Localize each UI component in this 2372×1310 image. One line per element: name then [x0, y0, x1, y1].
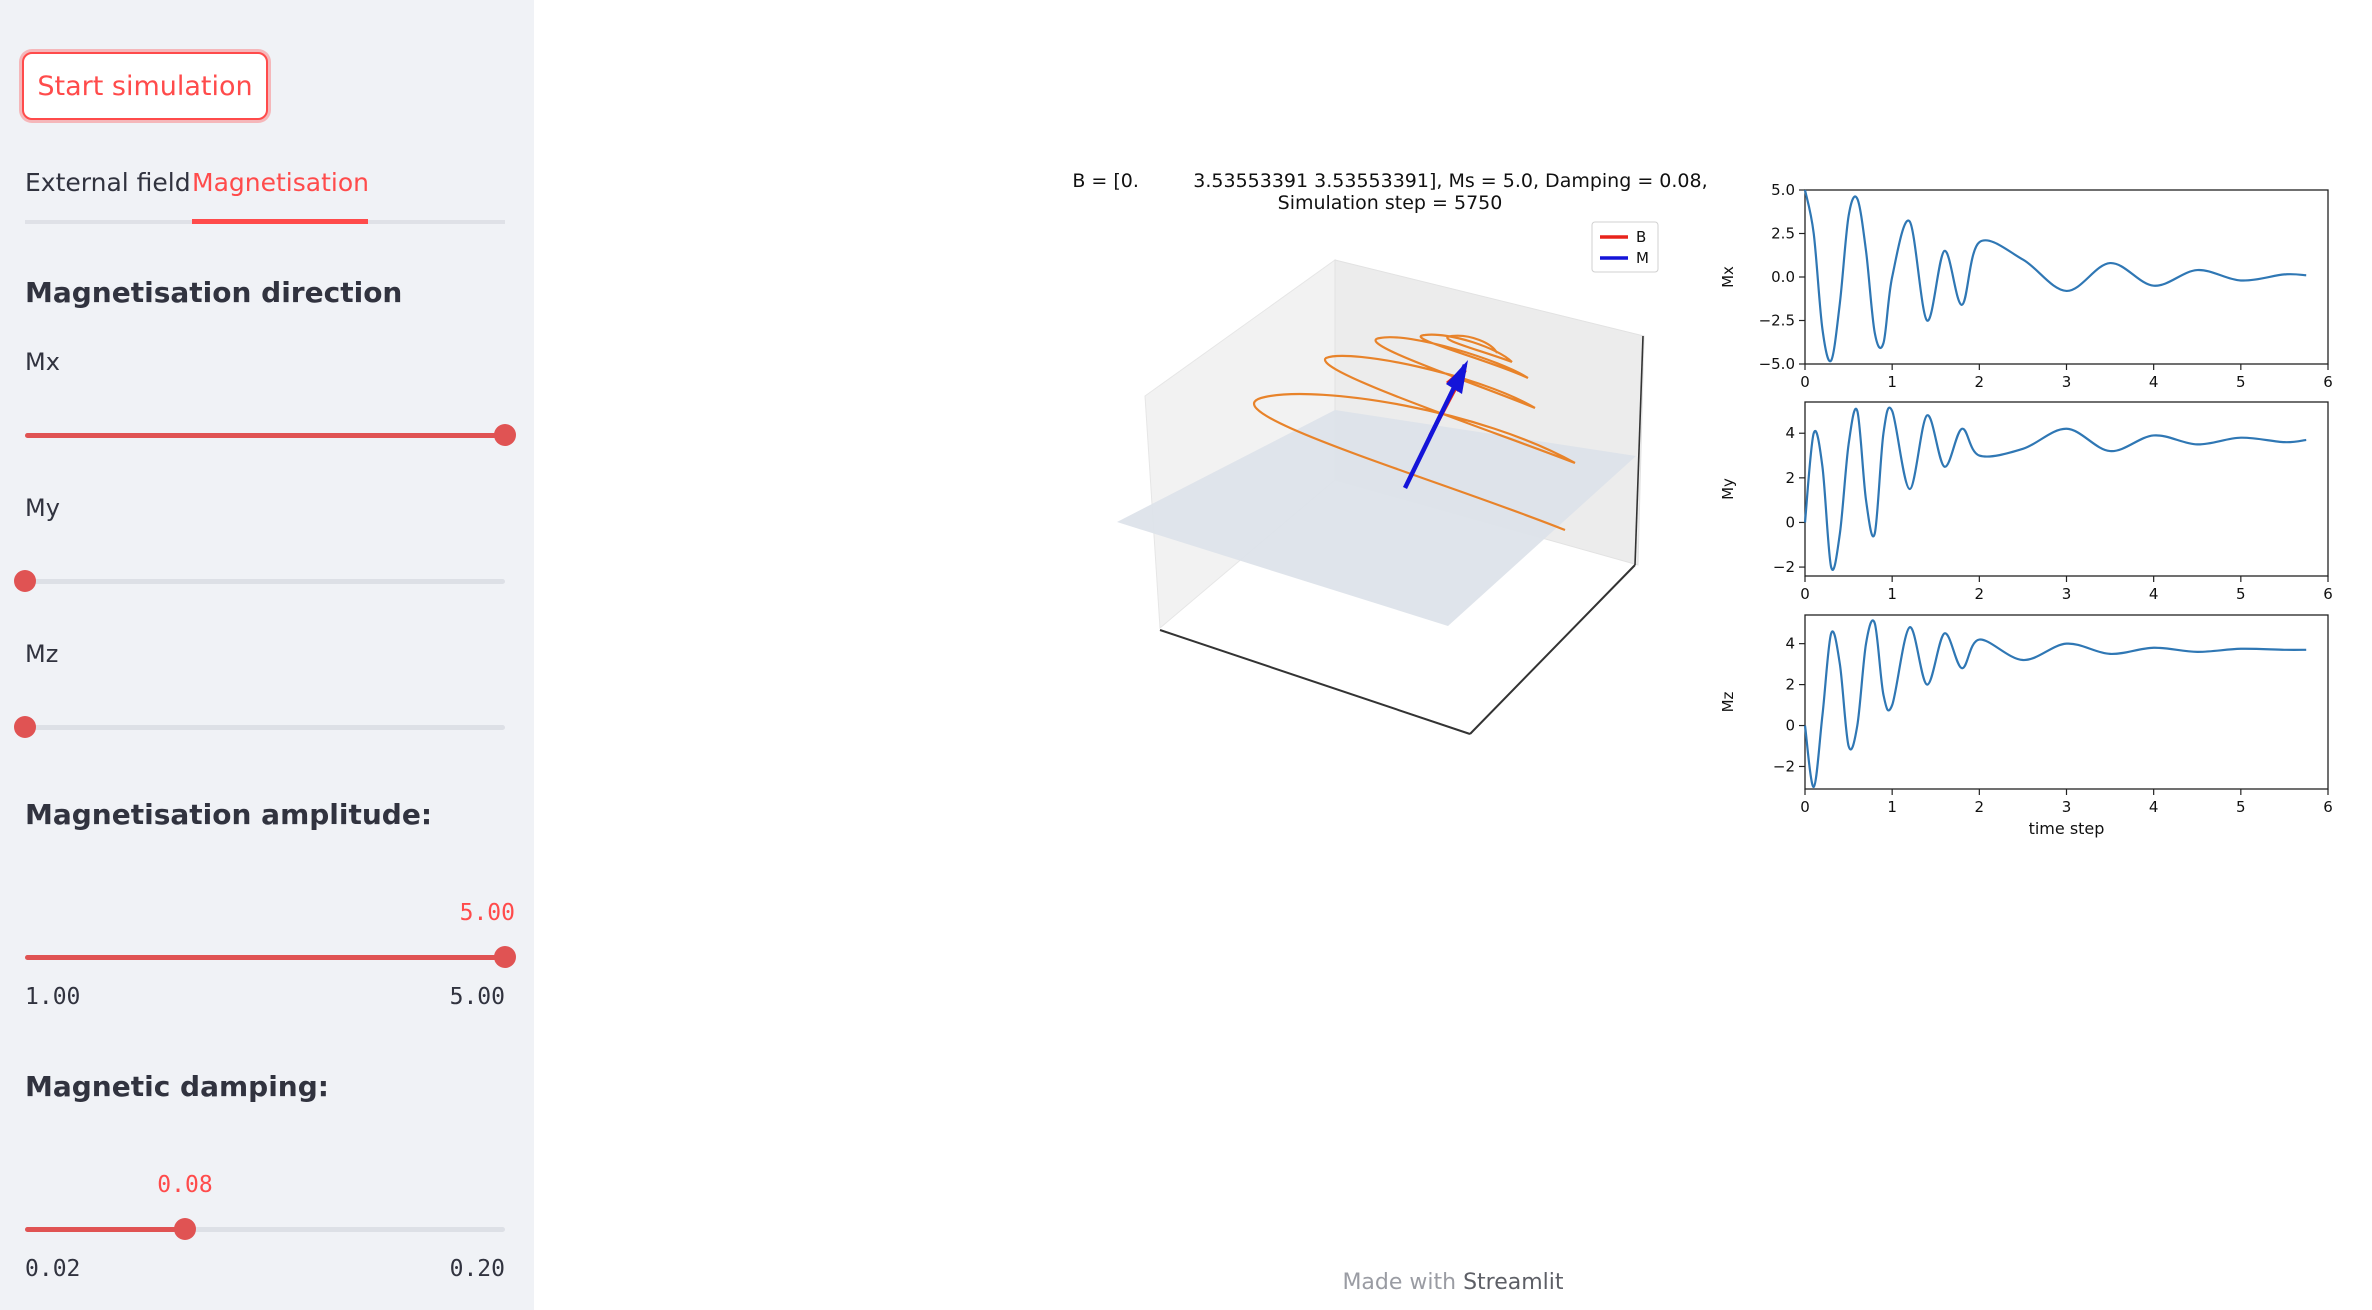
3d-axis-x: [1159, 629, 1471, 735]
amplitude-slider[interactable]: 5.00: [25, 900, 516, 972]
x-axis-label: time step: [2029, 819, 2105, 838]
footer: Made with Streamlit: [534, 1270, 2372, 1310]
slider-value: 0.08: [157, 1172, 213, 1198]
slider-thumb[interactable]: [14, 716, 36, 738]
x-tick-label: 1: [1887, 798, 1897, 816]
footer-made-with: Made with: [1342, 1270, 1464, 1295]
x-tick-label: 0: [1800, 373, 1810, 391]
figure-title-line1: B = [0. 3.53553391 3.53553391], Ms = 5.0…: [1072, 170, 1708, 192]
my-slider[interactable]: [14, 566, 505, 596]
y-tick-label: −2: [1773, 757, 1795, 775]
slider-max: 0.20: [449, 1256, 505, 1282]
slider-min: 0.02: [25, 1256, 81, 1282]
legend-m-label: M: [1636, 249, 1649, 267]
y-tick-label: 2.5: [1771, 225, 1795, 243]
series-line-mz: [1803, 619, 2307, 789]
x-tick-label: 5: [2236, 798, 2246, 816]
x-tick-label: 6: [2323, 373, 2333, 391]
x-tick-label: 5: [2236, 373, 2246, 391]
x-tick-label: 6: [2323, 585, 2333, 603]
footer-streamlit-link[interactable]: Streamlit: [1463, 1270, 1564, 1295]
simulation-figure: B = [0. 3.53553391 3.53553391], Ms = 5.0…: [1060, 160, 2340, 860]
magnetisation-amplitude-title: Magnetisation amplitude:: [25, 798, 433, 831]
slider-fill: [25, 433, 505, 438]
x-tick-label: 3: [2062, 373, 2072, 391]
amplitude-range: 1.00 5.00: [25, 984, 505, 1014]
y-tick-label: −2: [1773, 558, 1795, 576]
slider-thumb[interactable]: [494, 946, 516, 968]
x-tick-label: 1: [1887, 373, 1897, 391]
mx-slider-label: Mx: [25, 348, 60, 376]
3d-axis-z: [1634, 335, 1644, 566]
slider-rail: [25, 1227, 505, 1232]
figure-title: B = [0. 3.53553391 3.53553391], Ms = 5.0…: [1060, 170, 1720, 214]
tab-bar: External field Magnetisation: [25, 168, 505, 226]
slider-value: 5.00: [459, 900, 515, 926]
slider-fill: [25, 955, 505, 960]
x-tick-label: 5: [2236, 585, 2246, 603]
x-tick-label: 3: [2062, 798, 2072, 816]
slider-rail: [25, 725, 505, 730]
slider-thumb[interactable]: [14, 570, 36, 592]
magnetisation-arrowhead: [1446, 360, 1468, 394]
x-tick-label: 2: [1975, 373, 1985, 391]
mz-slider[interactable]: [14, 712, 505, 742]
series-line-my: [1803, 406, 2307, 571]
y-tick-label: 4: [1785, 424, 1795, 442]
y-tick-label: 0: [1785, 513, 1795, 531]
x-tick-label: 3: [2062, 585, 2072, 603]
x-tick-label: 6: [2323, 798, 2333, 816]
start-simulation-button[interactable]: Start simulation: [22, 52, 268, 120]
slider-rail: [25, 579, 505, 584]
time-series-charts: 0 1 2 3 4 5 6 5.0 2.5 0.0 −2.5 −5.0 Mx 0 1 2 3 4 5 6 4 2 0 −2 My…: [1720, 181, 2333, 838]
legend-b-label: B: [1636, 228, 1646, 246]
tab-external-field[interactable]: External field: [25, 168, 191, 197]
damping-range: 0.02 0.20: [25, 1256, 505, 1286]
y-tick-label: −2.5: [1759, 312, 1795, 330]
slider-thumb[interactable]: [174, 1218, 196, 1240]
y-tick-label: 5.0: [1771, 181, 1795, 199]
3d-view: B M: [1117, 221, 1659, 735]
y-tick-label: 4: [1785, 635, 1795, 653]
x-tick-label: 0: [1800, 585, 1810, 603]
magnetisation-direction-title: Magnetisation direction: [25, 276, 403, 309]
series-line-mx: [1803, 189, 2307, 363]
tab-active-indicator: [192, 219, 368, 224]
x-tick-label: 2: [1975, 798, 1985, 816]
chart-frame-mz: [1804, 614, 2329, 790]
y-axis-label: Mz: [1720, 691, 1737, 712]
slider-fill: [25, 1227, 185, 1232]
x-tick-label: 4: [2149, 373, 2159, 391]
figure-title-line2: Simulation step = 5750: [1277, 192, 1503, 214]
x-tick-label: 0: [1800, 798, 1810, 816]
y-axis-label: Mx: [1720, 266, 1737, 288]
3d-floor: [1117, 410, 1636, 626]
slider-min: 1.00: [25, 984, 81, 1010]
x-tick-label: 1: [1887, 585, 1897, 603]
3d-axis-y: [1469, 564, 1636, 735]
mx-slider[interactable]: [25, 420, 516, 450]
damping-slider[interactable]: 0.08: [25, 1172, 505, 1244]
tab-magnetisation[interactable]: Magnetisation: [192, 168, 369, 197]
y-axis-label: My: [1720, 478, 1737, 500]
y-tick-label: 2: [1785, 676, 1795, 694]
x-tick-label: 4: [2149, 798, 2159, 816]
magnetisation-trajectory: [1253, 333, 1576, 532]
chart-frame-my: [1804, 401, 2329, 577]
y-tick-label: −5.0: [1759, 355, 1795, 373]
y-tick-label: 0.0: [1771, 268, 1795, 286]
my-slider-label: My: [25, 494, 60, 522]
magnetic-damping-title: Magnetic damping:: [25, 1070, 329, 1103]
x-tick-label: 4: [2149, 585, 2159, 603]
x-tick-label: 2: [1975, 585, 1985, 603]
sidebar: Start simulation External field Magnetis…: [0, 0, 534, 1310]
slider-thumb[interactable]: [494, 424, 516, 446]
mz-slider-label: Mz: [25, 640, 59, 668]
y-tick-label: 0: [1785, 717, 1795, 735]
slider-max: 5.00: [449, 984, 505, 1010]
y-tick-label: 2: [1785, 469, 1795, 487]
